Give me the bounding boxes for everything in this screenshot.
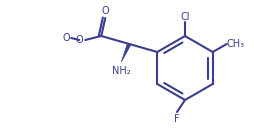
Polygon shape bbox=[121, 44, 131, 62]
Text: NH₂: NH₂ bbox=[112, 66, 131, 76]
Text: O: O bbox=[63, 33, 70, 43]
Text: CH₃: CH₃ bbox=[227, 39, 245, 49]
Text: O: O bbox=[102, 6, 109, 16]
Text: Cl: Cl bbox=[180, 12, 190, 22]
Text: F: F bbox=[174, 114, 180, 124]
Text: O: O bbox=[76, 35, 83, 45]
